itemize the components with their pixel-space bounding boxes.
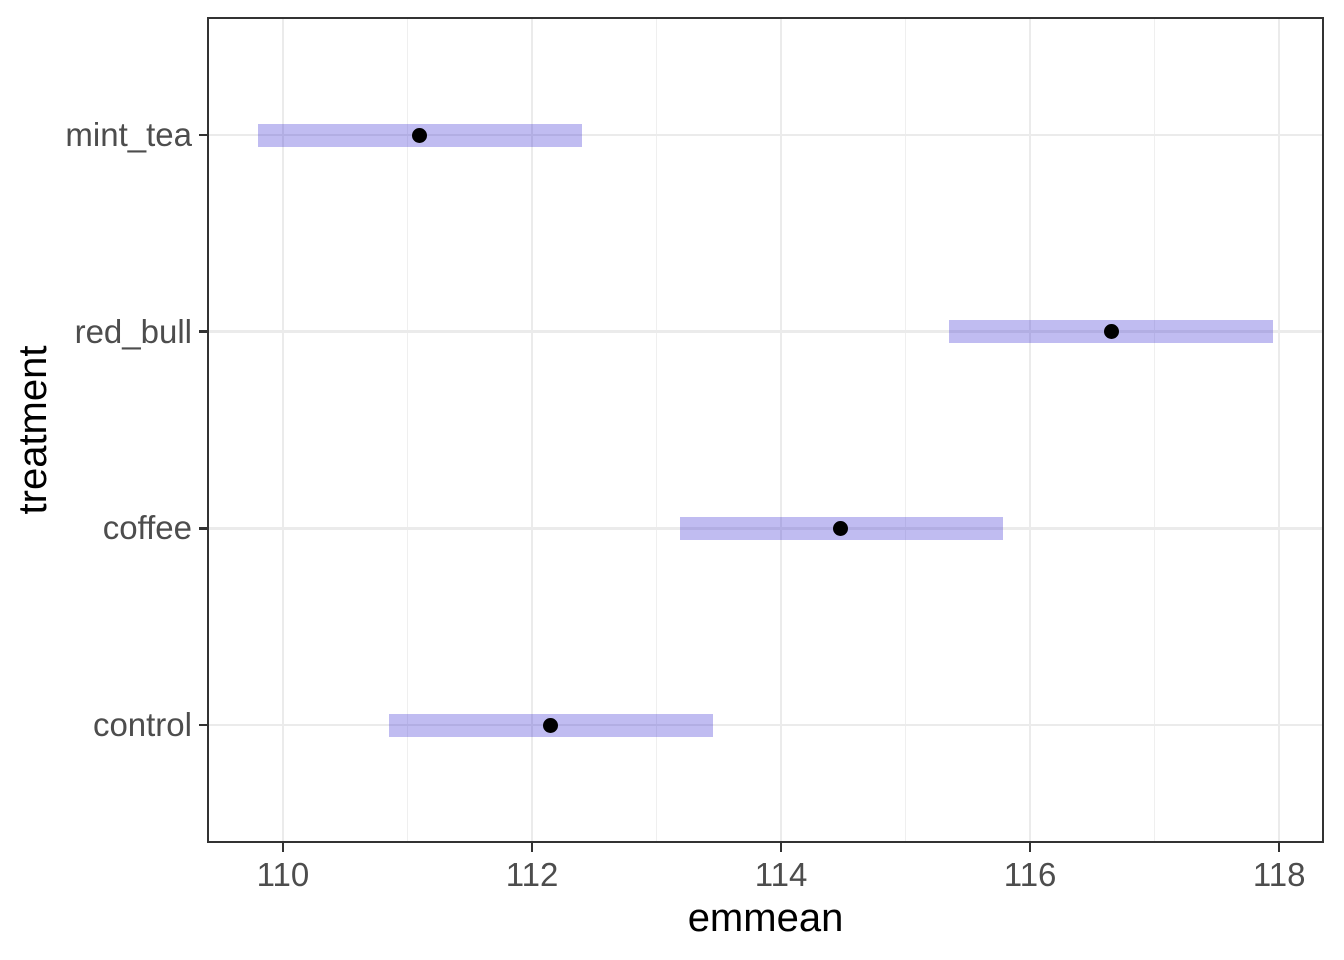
- point-estimate: [1103, 324, 1119, 340]
- y-tick-label: mint_tea: [65, 116, 192, 153]
- x-axis-title: emmean: [687, 896, 844, 940]
- x-tick: [1277, 843, 1281, 852]
- grid-major-line: [1277, 17, 1281, 843]
- row-gridline: [207, 133, 1324, 137]
- x-tick-label: 114: [754, 856, 808, 893]
- x-tick: [779, 843, 783, 852]
- point-estimate: [412, 127, 428, 143]
- y-tick: [198, 527, 207, 530]
- grid-major-line: [530, 17, 534, 843]
- x-tick: [530, 843, 534, 852]
- x-tick-label: 116: [1003, 856, 1057, 893]
- y-tick-label: red_bull: [74, 312, 192, 350]
- x-tick-label: 112: [505, 856, 559, 893]
- grid-major-line: [779, 17, 783, 843]
- grid-major-line: [1028, 17, 1032, 843]
- x-tick: [281, 843, 285, 852]
- grid-minor-line: [904, 17, 907, 843]
- point-estimate: [543, 717, 559, 733]
- x-tick: [1028, 843, 1032, 852]
- point-estimate: [833, 520, 849, 536]
- grid-minor-line: [406, 17, 409, 843]
- y-tick: [198, 330, 207, 333]
- row-gridline: [207, 330, 1324, 333]
- row-gridline: [207, 527, 1324, 530]
- grid-minor-line: [655, 17, 658, 843]
- y-tick-label: control: [92, 706, 192, 743]
- y-tick-label: coffee: [102, 509, 192, 547]
- y-tick: [198, 133, 207, 137]
- row-gridline: [207, 723, 1324, 727]
- grid-major-line: [281, 17, 285, 843]
- plot-panel: [207, 17, 1324, 843]
- x-tick-label: 110: [256, 856, 310, 893]
- grid-minor-line: [1153, 17, 1156, 843]
- y-tick: [198, 723, 207, 727]
- y-axis-title: treatment: [11, 345, 55, 515]
- x-tick-label: 118: [1252, 856, 1306, 893]
